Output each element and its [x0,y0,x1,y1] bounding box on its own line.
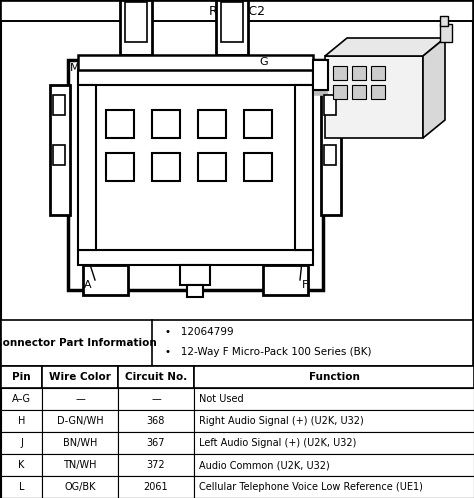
Text: BN/WH: BN/WH [63,438,97,448]
Bar [78,55,313,70]
Text: G: G [260,57,268,67]
Text: A–G: A–G [12,394,31,404]
Text: D-GN/WH: D-GN/WH [57,416,103,426]
Bar [83,265,128,295]
Text: Right Audio Signal (+) (U2K, U32): Right Audio Signal (+) (U2K, U32) [199,416,364,426]
Bar [78,70,313,85]
Bar [324,145,336,165]
Bar [1,320,473,366]
Bar [198,153,226,181]
Polygon shape [423,38,445,138]
Text: •   12-Way F Micro-Pack 100 Series (BK): • 12-Way F Micro-Pack 100 Series (BK) [165,347,372,357]
Text: Wire Color: Wire Color [49,372,111,382]
Bar [118,476,194,498]
Bar [352,85,366,99]
Bar [50,85,70,215]
Bar [325,56,423,138]
Bar [194,410,474,432]
Text: TN/WH: TN/WH [63,460,97,470]
Bar [333,85,347,99]
Bar [1,432,42,454]
Text: Audio Common (U2K, U32): Audio Common (U2K, U32) [199,460,330,470]
Bar [125,2,147,42]
Bar [152,153,180,181]
Bar [1,476,42,498]
Text: —: — [75,394,85,404]
Text: 372: 372 [146,460,165,470]
Text: —: — [151,394,161,404]
Bar [152,110,180,138]
Bar [1,388,42,410]
Bar [42,432,118,454]
Bar [198,110,226,138]
Bar [1,454,42,476]
Bar [118,388,194,410]
Bar [120,0,152,55]
Text: Cellular Telephone Voice Low Reference (UE1): Cellular Telephone Voice Low Reference (… [199,482,423,492]
Bar [53,95,65,115]
Bar [324,95,336,115]
Text: Left Audio Signal (+) (U2K, U32): Left Audio Signal (+) (U2K, U32) [199,438,356,448]
Bar [42,410,118,432]
Bar [194,366,474,388]
Bar [244,153,272,181]
Bar [194,476,474,498]
Text: H: H [18,416,25,426]
Text: 367: 367 [147,438,165,448]
Text: 2061: 2061 [144,482,168,492]
Text: M: M [70,63,80,73]
Bar [313,60,328,90]
Text: Pin: Pin [12,372,31,382]
Bar [187,285,203,297]
Text: OG/BK: OG/BK [64,482,96,492]
Bar [180,265,210,285]
Bar [440,24,452,42]
Bar [1,410,42,432]
Text: J: J [20,438,23,448]
Text: 368: 368 [147,416,165,426]
Bar [321,85,341,215]
Bar [118,432,194,454]
Text: Connector Part Information: Connector Part Information [0,338,157,348]
Bar [333,66,347,80]
Bar [106,153,134,181]
Text: Not Used: Not Used [199,394,244,404]
Bar [194,388,474,410]
Bar [78,85,96,250]
Bar [194,454,474,476]
Bar [371,85,385,99]
Bar [68,60,323,290]
Text: K: K [18,460,25,470]
Bar [194,432,474,454]
Bar [295,85,313,250]
Text: Radio C2: Radio C2 [209,4,265,17]
Bar [118,454,194,476]
Text: F: F [302,280,308,290]
Bar [440,16,448,26]
Text: A: A [84,280,92,290]
Bar [263,265,308,295]
Text: Circuit No.: Circuit No. [125,372,187,382]
Bar [221,2,243,42]
Bar [42,366,118,388]
Bar [244,110,272,138]
Bar [42,388,118,410]
Bar [1,1,473,21]
Bar [106,110,134,138]
Bar [371,66,385,80]
Text: •   12064799: • 12064799 [165,327,234,337]
Bar [1,366,42,388]
Bar [352,66,366,80]
Bar [216,0,248,55]
Bar [53,145,65,165]
Bar [118,366,194,388]
Polygon shape [325,38,445,56]
Bar [118,410,194,432]
Bar [42,476,118,498]
Bar [78,250,313,265]
Text: L: L [19,482,24,492]
Bar [42,454,118,476]
Text: Function: Function [309,372,359,382]
